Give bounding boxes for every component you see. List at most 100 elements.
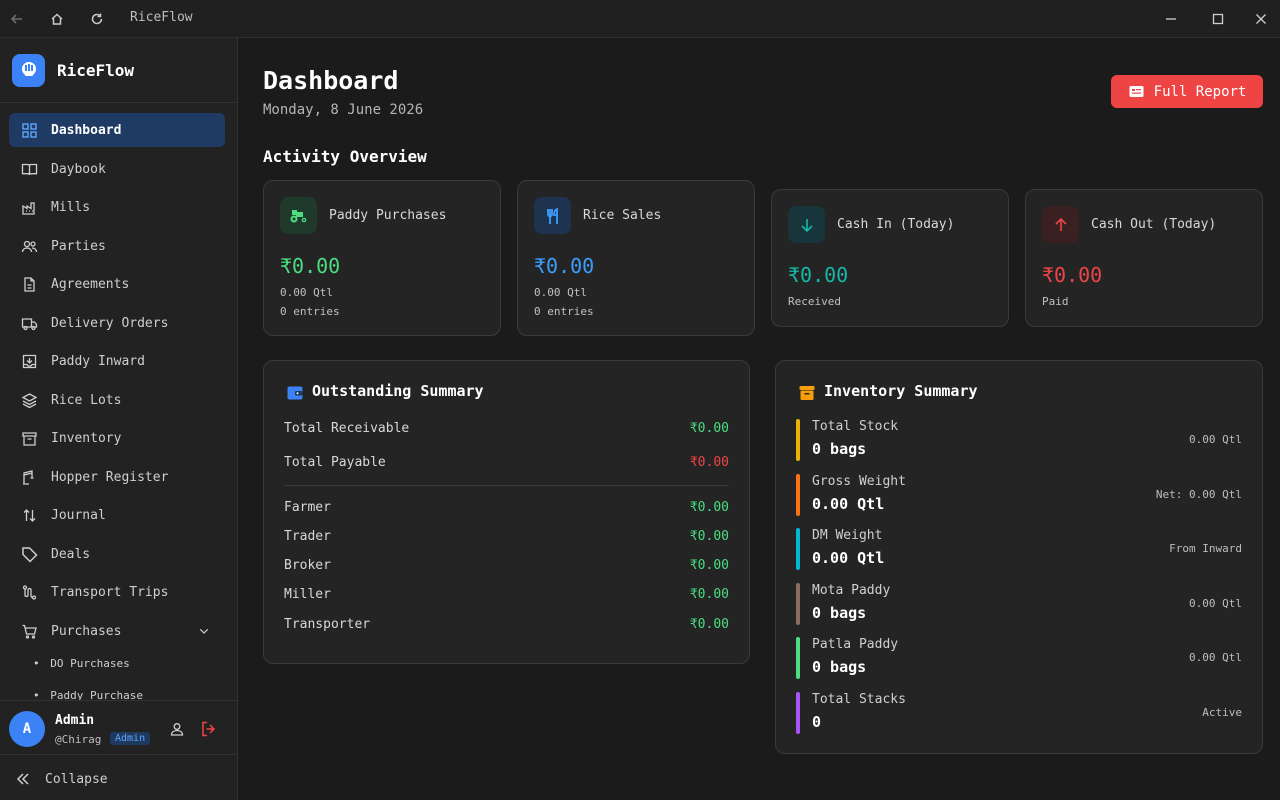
- reload-icon[interactable]: [89, 11, 105, 27]
- inventory-value: 0.00 Qtl: [812, 549, 885, 567]
- paddy-purchases-card[interactable]: Paddy Purchases ₹0.00 0.00 Qtl 0 entries: [263, 180, 501, 336]
- inventory-value: 0: [812, 713, 822, 731]
- row-value: ₹0.00: [689, 529, 729, 544]
- row-value: ₹0.00: [689, 421, 729, 436]
- book-icon: [21, 163, 38, 175]
- brand-name: RiceFlow: [57, 60, 135, 80]
- route-icon: [22, 584, 37, 600]
- inventory-value: 0 bags: [812, 440, 867, 458]
- inventory-detail: From Inward: [1169, 542, 1242, 555]
- inventory-row-total-stock: Total Stock 0 bags 0.00 Qtl: [796, 419, 1242, 461]
- full-report-label: Full Report: [1153, 83, 1247, 100]
- sidebar-item-label: Dashboard: [51, 122, 122, 138]
- accent-bar: [796, 583, 800, 625]
- total-payable-row: Total Payable ₹0.00: [284, 455, 729, 470]
- inventory-detail: 0.00 Qtl: [1189, 651, 1242, 664]
- collapse-button[interactable]: Collapse: [15, 771, 108, 787]
- sidebar-item-transport-trips[interactable]: Transport Trips: [9, 575, 225, 609]
- window-title: RiceFlow: [130, 10, 193, 25]
- sidebar-item-daybook[interactable]: Daybook: [9, 152, 225, 186]
- inventory-row-total-stacks: Total Stacks 0 Active: [796, 692, 1242, 734]
- bullet-icon: •: [33, 657, 40, 670]
- chevron-down-icon[interactable]: [197, 624, 211, 638]
- sidebar-subitem-do-purchases[interactable]: • DO Purchases: [33, 657, 130, 670]
- inventory-label: Gross Weight: [812, 474, 906, 489]
- profile-icon[interactable]: [169, 721, 185, 737]
- card-caption: Received: [788, 295, 841, 308]
- row-label: Farmer: [284, 500, 331, 515]
- card-title: Cash Out (Today): [1091, 217, 1217, 232]
- double-chevron-left-icon: [16, 773, 29, 785]
- row-label: Trader: [284, 529, 331, 544]
- inventory-value: 0 bags: [812, 658, 867, 676]
- row-label: Miller: [284, 587, 331, 602]
- card-entries: 0 entries: [280, 305, 340, 318]
- outstanding-summary-title: Outstanding Summary: [312, 382, 484, 400]
- sidebar-item-agreements[interactable]: Agreements: [9, 267, 225, 301]
- report-icon: [1129, 86, 1144, 97]
- title-bar: RiceFlow: [0, 0, 1280, 38]
- card-quantity: 0.00 Qtl: [534, 286, 587, 299]
- layers-icon: [21, 392, 38, 408]
- brand[interactable]: RiceFlow: [0, 38, 237, 103]
- sidebar-item-rice-lots[interactable]: Rice Lots: [9, 383, 225, 417]
- minimize-icon[interactable]: [1164, 11, 1178, 30]
- party-row-trader: Trader ₹0.00: [284, 529, 729, 544]
- sidebar-subitem-paddy-purchase[interactable]: • Paddy Purchase: [33, 689, 143, 702]
- inbox-icon: [22, 354, 37, 368]
- archive-box-icon: [799, 386, 815, 400]
- user-handle: @Chirag: [55, 733, 102, 746]
- sidebar-item-paddy-inward[interactable]: Paddy Inward: [9, 344, 225, 378]
- sidebar-item-label: Purchases: [51, 623, 122, 639]
- card-value: ₹0.00: [280, 254, 341, 278]
- logout-icon[interactable]: [200, 720, 218, 738]
- card-quantity: 0.00 Qtl: [280, 286, 333, 299]
- sidebar-item-dashboard[interactable]: Dashboard: [9, 113, 225, 147]
- sidebar-item-parties[interactable]: Parties: [9, 229, 225, 263]
- rice-sales-card[interactable]: Rice Sales ₹0.00 0.00 Qtl 0 entries: [517, 180, 755, 336]
- sidebar-item-label: Parties: [51, 238, 106, 254]
- row-value: ₹0.00: [689, 558, 729, 573]
- sidebar-item-purchases[interactable]: Purchases: [9, 614, 225, 648]
- activity-overview-heading: Activity Overview: [263, 147, 427, 166]
- sidebar-item-label: Hopper Register: [51, 469, 169, 485]
- tag-icon: [22, 546, 38, 563]
- inventory-label: Patla Paddy: [812, 637, 899, 652]
- inventory-label: Mota Paddy: [812, 583, 891, 598]
- inventory-detail: 0.00 Qtl: [1189, 597, 1242, 610]
- sidebar-item-hopper-register[interactable]: Hopper Register: [9, 460, 225, 494]
- accent-bar: [796, 528, 800, 570]
- inventory-label: Total Stock: [812, 419, 899, 434]
- divider: [284, 485, 729, 486]
- sidebar-item-label: Agreements: [51, 276, 130, 292]
- dashboard-icon: [22, 122, 37, 138]
- cash-out-card[interactable]: Cash Out (Today) ₹0.00 Paid: [1025, 189, 1263, 327]
- wallet-icon: [287, 386, 303, 400]
- sidebar-item-inventory[interactable]: Inventory: [9, 421, 225, 455]
- cart-icon: [22, 624, 37, 639]
- accent-bar: [796, 474, 800, 516]
- back-arrow-icon[interactable]: [9, 11, 25, 27]
- user-name: Admin: [55, 713, 95, 728]
- inventory-summary-panel: Inventory Summary Total Stock 0 bags 0.0…: [775, 360, 1263, 754]
- sidebar-item-label: Rice Lots: [51, 392, 122, 408]
- avatar[interactable]: A: [9, 711, 45, 747]
- sidebar-item-delivery-orders[interactable]: Delivery Orders: [9, 306, 225, 340]
- home-icon[interactable]: [49, 11, 65, 27]
- document-icon: [24, 276, 35, 292]
- row-value: ₹0.00: [689, 500, 729, 515]
- sidebar-item-deals[interactable]: Deals: [9, 537, 225, 571]
- maximize-icon[interactable]: [1211, 11, 1225, 30]
- row-value: ₹0.00: [689, 455, 729, 470]
- sidebar-item-label: Daybook: [51, 161, 106, 177]
- inventory-detail: 0.00 Qtl: [1189, 433, 1242, 446]
- accent-bar: [796, 692, 800, 734]
- cash-in-card[interactable]: Cash In (Today) ₹0.00 Received: [771, 189, 1009, 327]
- close-icon[interactable]: [1254, 11, 1268, 30]
- inventory-row-mota-paddy: Mota Paddy 0 bags 0.00 Qtl: [796, 583, 1242, 625]
- sidebar-item-mills[interactable]: Mills: [9, 190, 225, 224]
- party-row-miller: Miller ₹0.00: [284, 587, 729, 602]
- inventory-row-gross-weight: Gross Weight 0.00 Qtl Net: 0.00 Qtl: [796, 474, 1242, 516]
- full-report-button[interactable]: Full Report: [1111, 75, 1263, 108]
- sidebar-item-journal[interactable]: Journal: [9, 498, 225, 532]
